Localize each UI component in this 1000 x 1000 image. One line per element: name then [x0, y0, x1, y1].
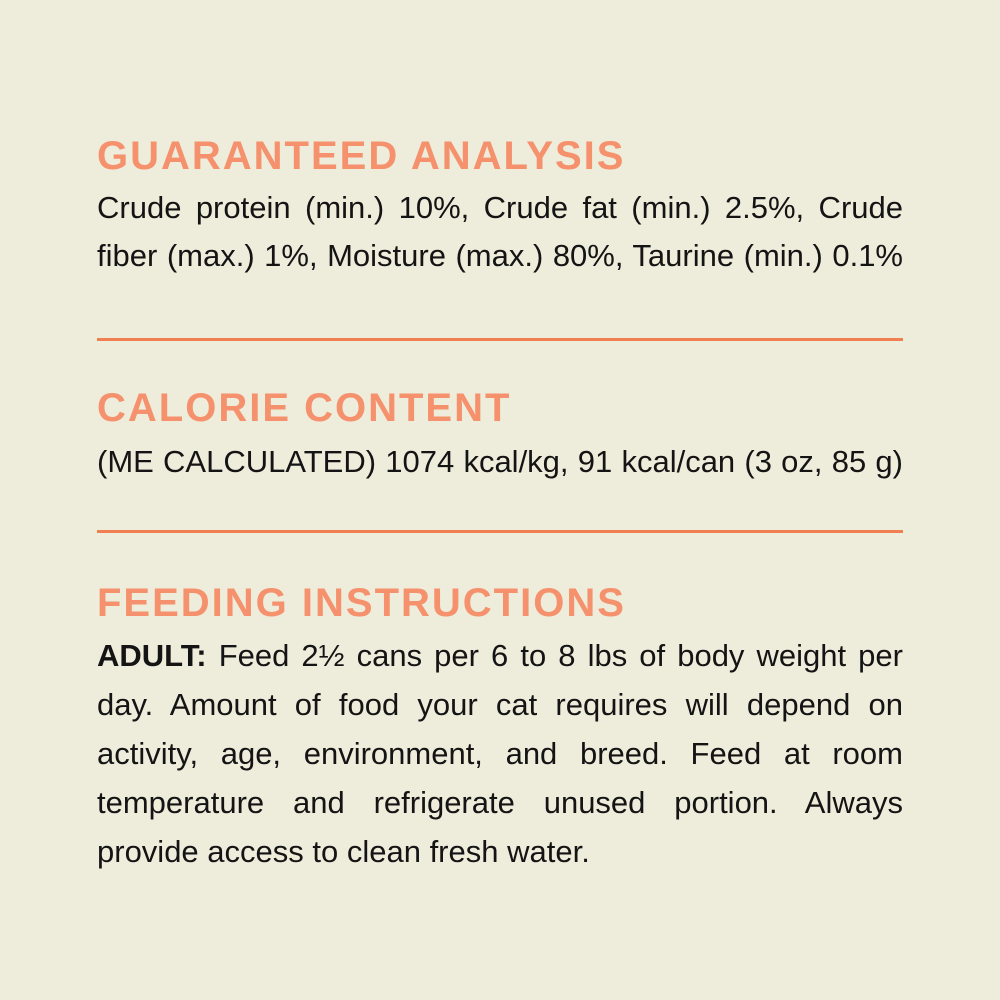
- adult-label: ADULT:: [97, 638, 207, 673]
- guaranteed-analysis-line-1: Crude protein (min.) 10%, Crude fat (min…: [97, 190, 903, 225]
- section-divider-1: [97, 338, 903, 341]
- feeding-instructions-line-1: ADULT: Feed 2½ cans per 6 to 8 lbs of bo…: [97, 631, 903, 680]
- feeding-instructions-line-5: provide access to clean fresh water.: [97, 834, 590, 869]
- calorie-content-text: (ME CALCULATED) 1074 kcal/kg, 91 kcal/ca…: [97, 438, 903, 486]
- feeding-instructions-line-2: day. Amount of food your cat requires wi…: [97, 687, 903, 722]
- section-divider-2: [97, 530, 903, 533]
- feeding-instructions-line-3: activity, age, environment, and breed. F…: [97, 736, 903, 771]
- guaranteed-analysis-line-2: fiber (max.) 1%, Moisture (max.) 80%, Ta…: [97, 238, 903, 273]
- feeding-instructions-heading: FEEDING INSTRUCTIONS: [97, 581, 626, 625]
- feeding-instructions-line-4: temperature and refrigerate unused porti…: [97, 785, 903, 820]
- calorie-content-line-1: (ME CALCULATED) 1074 kcal/kg, 91 kcal/ca…: [97, 444, 903, 479]
- calorie-content-heading: CALORIE CONTENT: [97, 386, 512, 430]
- guaranteed-analysis-text: Crude protein (min.) 10%, Crude fat (min…: [97, 184, 903, 280]
- feeding-instructions-text: ADULT: Feed 2½ cans per 6 to 8 lbs of bo…: [97, 631, 903, 876]
- feeding-instructions-line-1-text: Feed 2½ cans per 6 to 8 lbs of body weig…: [218, 638, 903, 673]
- guaranteed-analysis-heading: GUARANTEED ANALYSIS: [97, 134, 626, 178]
